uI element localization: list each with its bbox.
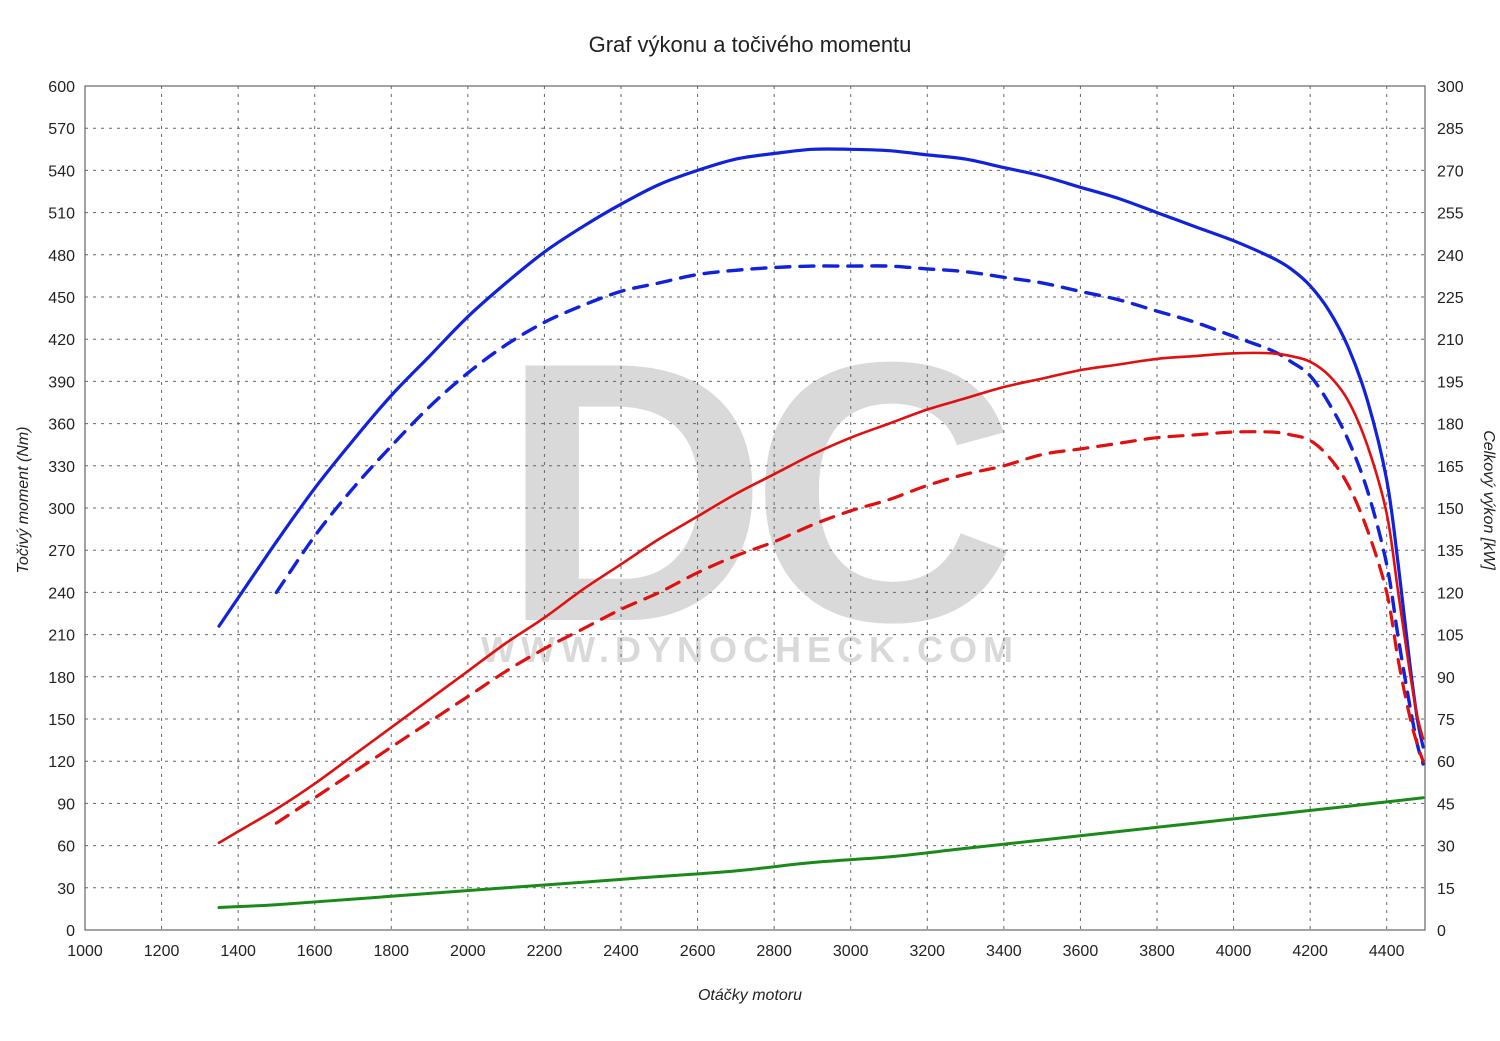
x-tick: 1000	[67, 943, 103, 960]
x-tick: 3800	[1139, 943, 1175, 960]
x-tick: 1400	[220, 943, 256, 960]
x-tick: 2200	[527, 943, 563, 960]
y-left-tick: 600	[48, 79, 75, 96]
y-left-tick: 450	[48, 290, 75, 307]
y-right-tick: 45	[1437, 796, 1455, 813]
y-left-tick: 120	[48, 754, 75, 771]
x-tick: 1800	[373, 943, 409, 960]
x-tick: 3400	[986, 943, 1022, 960]
y-left-tick: 90	[57, 796, 75, 813]
chart-title: Graf výkonu a točivého momentu	[589, 32, 912, 57]
y-left-tick: 330	[48, 459, 75, 476]
y-right-tick: 135	[1437, 543, 1464, 560]
y-left-tick: 150	[48, 712, 75, 729]
y-right-tick: 285	[1437, 121, 1464, 138]
y-left-tick: 240	[48, 585, 75, 602]
y-left-tick: 420	[48, 332, 75, 349]
y-left-tick: 300	[48, 501, 75, 518]
y-right-tick: 210	[1437, 332, 1464, 349]
y-right-tick: 300	[1437, 79, 1464, 96]
y-left-axis-label: Točivý moment (Nm)	[15, 427, 32, 574]
y-left-tick: 510	[48, 206, 75, 223]
y-right-tick: 165	[1437, 459, 1464, 476]
y-right-tick: 60	[1437, 754, 1455, 771]
y-right-tick: 240	[1437, 248, 1464, 265]
x-tick: 2000	[450, 943, 486, 960]
x-tick: 2600	[680, 943, 716, 960]
y-left-tick: 570	[48, 121, 75, 138]
y-right-tick: 75	[1437, 712, 1455, 729]
y-right-tick: 105	[1437, 628, 1464, 645]
y-right-tick: 180	[1437, 417, 1464, 434]
x-tick: 2400	[603, 943, 639, 960]
y-right-tick: 225	[1437, 290, 1464, 307]
y-left-tick: 180	[48, 670, 75, 687]
y-right-tick: 15	[1437, 881, 1455, 898]
y-left-tick: 0	[66, 923, 75, 940]
x-tick: 2800	[756, 943, 792, 960]
x-tick: 1200	[144, 943, 180, 960]
x-tick: 3600	[1063, 943, 1099, 960]
y-left-tick: 360	[48, 417, 75, 434]
x-tick: 4200	[1292, 943, 1328, 960]
y-left-tick: 390	[48, 374, 75, 391]
x-tick: 3000	[833, 943, 869, 960]
y-left-tick: 270	[48, 543, 75, 560]
x-tick: 3200	[909, 943, 945, 960]
x-tick: 1600	[297, 943, 333, 960]
x-tick: 4400	[1369, 943, 1405, 960]
y-right-tick: 150	[1437, 501, 1464, 518]
y-right-tick: 255	[1437, 206, 1464, 223]
y-right-tick: 0	[1437, 923, 1446, 940]
y-right-tick: 195	[1437, 374, 1464, 391]
y-right-tick: 270	[1437, 163, 1464, 180]
y-right-tick: 90	[1437, 670, 1455, 687]
dyno-chart: Graf výkonu a točivého momentu DC WWW.DY…	[0, 0, 1500, 1041]
y-left-tick: 30	[57, 881, 75, 898]
x-axis-label: Otáčky motoru	[698, 987, 802, 1004]
y-left-tick: 60	[57, 839, 75, 856]
y-left-tick: 210	[48, 628, 75, 645]
watermark-text-url: WWW.DYNOCHECK.COM	[481, 629, 1019, 670]
y-right-tick: 30	[1437, 839, 1455, 856]
y-left-tick: 480	[48, 248, 75, 265]
y-right-axis-label: Celkový výkon [kW]	[1480, 430, 1497, 570]
y-left-tick: 540	[48, 163, 75, 180]
y-right-tick: 120	[1437, 585, 1464, 602]
x-tick: 4000	[1216, 943, 1252, 960]
